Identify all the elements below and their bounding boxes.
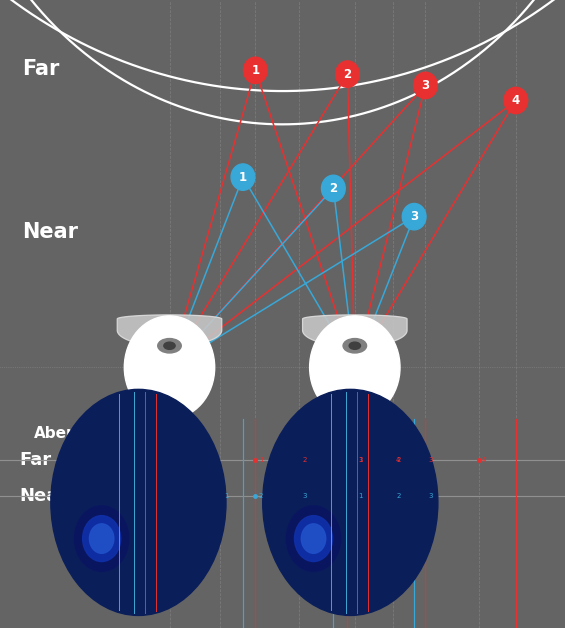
Ellipse shape — [344, 494, 357, 511]
Text: L Eye: L Eye — [127, 375, 154, 385]
Ellipse shape — [301, 524, 326, 553]
Circle shape — [321, 175, 345, 202]
Text: 3: 3 — [358, 457, 363, 463]
Text: Far: Far — [23, 59, 60, 79]
Polygon shape — [118, 315, 221, 347]
Text: Near: Near — [23, 222, 79, 242]
Text: 2: 2 — [303, 457, 307, 463]
Circle shape — [402, 203, 426, 230]
Ellipse shape — [132, 494, 145, 511]
Text: 1: 1 — [239, 171, 247, 183]
Ellipse shape — [51, 389, 226, 615]
Text: R Eye: R Eye — [369, 375, 397, 385]
Ellipse shape — [164, 342, 175, 349]
Text: 3: 3 — [421, 79, 429, 92]
Text: 4: 4 — [512, 94, 520, 107]
Text: 1: 1 — [358, 457, 363, 463]
Text: 3: 3 — [429, 457, 433, 463]
Ellipse shape — [276, 407, 424, 598]
Ellipse shape — [310, 450, 391, 555]
Ellipse shape — [98, 450, 179, 555]
Text: 4: 4 — [396, 457, 401, 463]
Text: 2: 2 — [329, 182, 337, 195]
Ellipse shape — [92, 441, 185, 563]
Ellipse shape — [124, 316, 215, 419]
Ellipse shape — [323, 468, 377, 537]
Ellipse shape — [290, 424, 411, 581]
Ellipse shape — [78, 424, 199, 581]
Ellipse shape — [118, 476, 159, 529]
Circle shape — [231, 164, 255, 190]
Ellipse shape — [310, 316, 400, 419]
Ellipse shape — [337, 485, 364, 520]
Ellipse shape — [58, 398, 219, 607]
Ellipse shape — [294, 516, 333, 561]
Text: 1: 1 — [358, 493, 363, 499]
Ellipse shape — [349, 342, 360, 349]
Ellipse shape — [303, 441, 397, 563]
Ellipse shape — [111, 468, 166, 537]
Ellipse shape — [330, 476, 371, 529]
Text: Near: Near — [20, 487, 68, 505]
Ellipse shape — [85, 433, 192, 572]
Ellipse shape — [263, 389, 438, 615]
Text: 1: 1 — [251, 64, 259, 77]
Text: 1: 1 — [224, 493, 228, 499]
Ellipse shape — [297, 433, 404, 572]
Ellipse shape — [125, 485, 152, 520]
Circle shape — [336, 61, 359, 87]
Ellipse shape — [89, 524, 114, 553]
Polygon shape — [303, 315, 407, 347]
Ellipse shape — [75, 506, 129, 571]
Circle shape — [244, 57, 267, 84]
Ellipse shape — [283, 416, 418, 589]
Text: Aberration: Aberration — [34, 426, 126, 441]
Text: 3: 3 — [303, 493, 307, 499]
Circle shape — [414, 72, 437, 99]
Text: 1: 1 — [259, 457, 263, 463]
Text: 3: 3 — [410, 210, 418, 223]
Ellipse shape — [286, 506, 341, 571]
Text: 3: 3 — [429, 493, 433, 499]
Ellipse shape — [158, 338, 181, 353]
Text: 2: 2 — [259, 493, 263, 499]
Ellipse shape — [82, 516, 121, 561]
Ellipse shape — [343, 338, 367, 353]
Text: 2: 2 — [344, 68, 351, 80]
Text: Far: Far — [20, 451, 52, 468]
Ellipse shape — [105, 459, 172, 546]
Text: 2: 2 — [396, 457, 401, 463]
Ellipse shape — [270, 398, 431, 607]
Ellipse shape — [316, 459, 384, 546]
Text: 4: 4 — [482, 457, 486, 463]
Text: 2: 2 — [396, 493, 401, 499]
Ellipse shape — [64, 407, 212, 598]
Circle shape — [504, 87, 528, 114]
Ellipse shape — [71, 416, 206, 589]
